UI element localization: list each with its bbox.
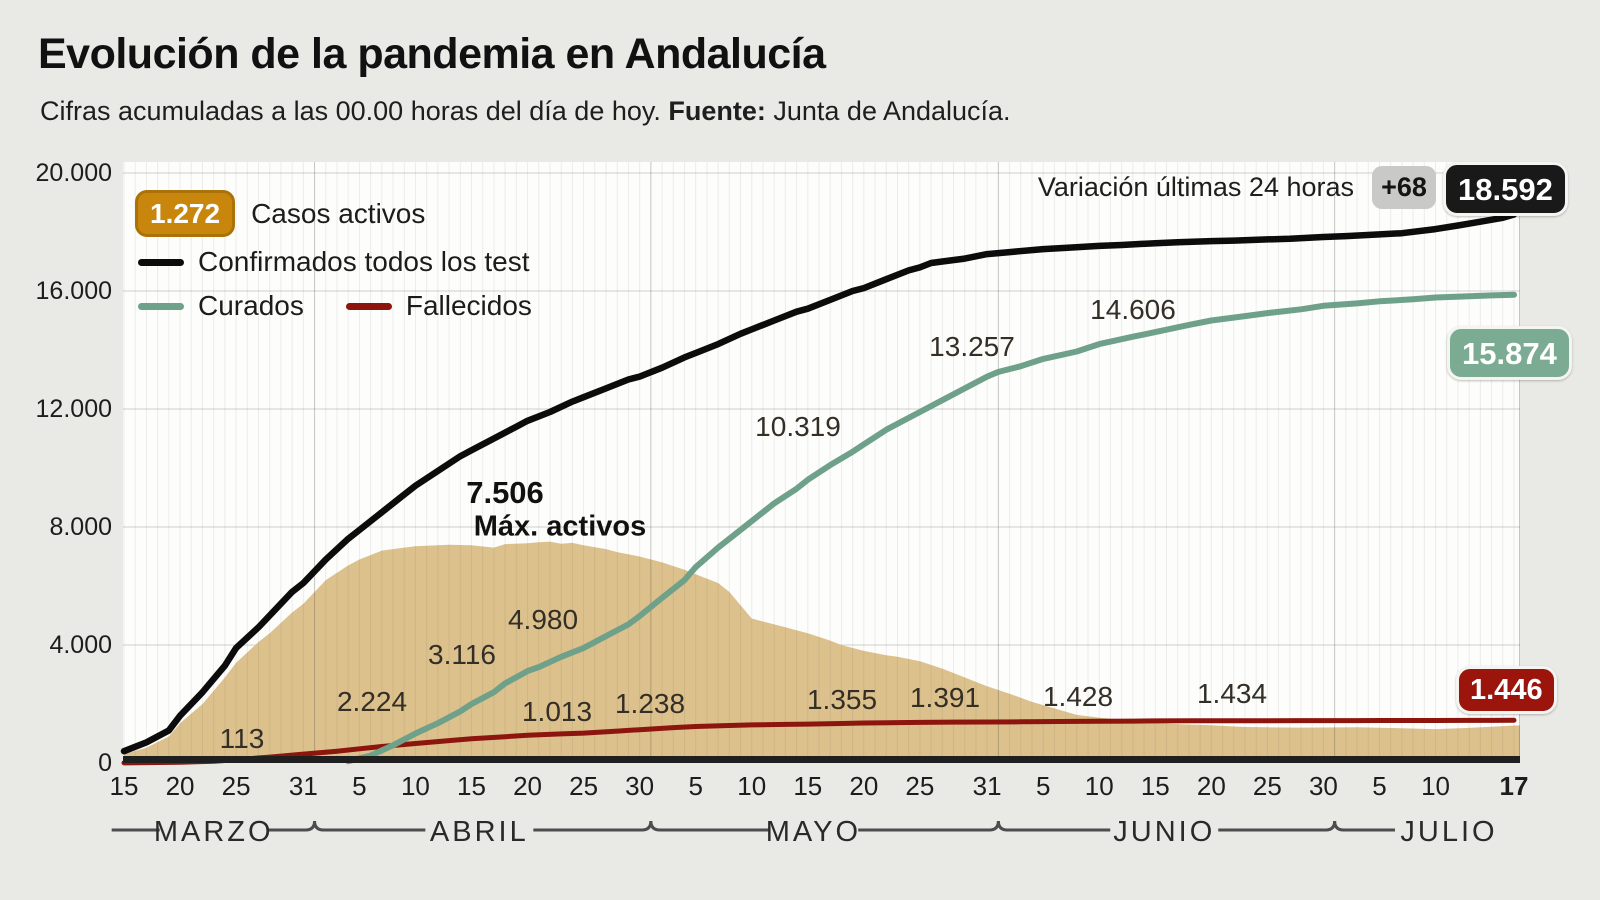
- deaths-line: [121, 717, 1517, 766]
- data-label: 2.224: [336, 686, 408, 717]
- x-tick-label: 15: [109, 771, 139, 801]
- x-tick-label: 30: [1308, 771, 1338, 801]
- legend-confirmed-label: Confirmados todos los test: [198, 246, 530, 277]
- x-tick-label: 25: [905, 771, 935, 801]
- data-label: 10.319: [755, 411, 841, 442]
- data-label: 3.116: [428, 639, 496, 670]
- month-label-julio: JULIO: [1400, 816, 1498, 848]
- x-tick-label: 25: [221, 771, 251, 801]
- month-label-marzo: MARZO: [153, 816, 274, 848]
- month-brace-left: [996, 820, 1111, 832]
- confirmed-total-badge: 18.592: [1443, 162, 1568, 216]
- x-tick-label: 20: [849, 771, 879, 801]
- y-tick-label: 0: [98, 749, 112, 777]
- x-tick-label: 5: [1372, 771, 1387, 801]
- variation-24h-label: Variación últimas 24 horas: [1037, 172, 1354, 202]
- y-tick-label: 20.000: [35, 159, 112, 187]
- data-label: 113: [219, 723, 265, 754]
- month-label-abril: ABRIL: [429, 816, 529, 848]
- x-tick-label: 10: [1421, 771, 1450, 801]
- x-tick-label: 17: [1499, 771, 1529, 801]
- page-subtitle: Cifras acumuladas a las 00.00 horas del …: [40, 96, 1011, 127]
- confirmed-line-swatch: [138, 258, 184, 266]
- x-tick-label: 30: [625, 771, 655, 801]
- x-tick-label: 31: [288, 771, 318, 801]
- x-tick-label: 25: [569, 771, 599, 801]
- subtitle-source-label: Fuente:: [668, 96, 766, 126]
- data-label: 1.428: [1042, 681, 1114, 712]
- data-label: 14.606: [1090, 294, 1176, 325]
- month-brace-right: [533, 820, 653, 832]
- deaths-line-swatch: [345, 302, 392, 310]
- y-tick-label: 16.000: [35, 277, 112, 305]
- data-label: 1.355: [806, 684, 878, 715]
- x-tick-label: 5: [688, 771, 703, 801]
- month-label-mayo: MAYO: [765, 816, 862, 848]
- y-tick-label: 4.000: [49, 631, 112, 659]
- month-brace-left: [313, 820, 426, 832]
- subtitle-source: Junta de Andalucía.: [765, 96, 1011, 126]
- page-title: Evolución de la pandemia en Andalucía: [38, 30, 826, 78]
- data-label: 1.238: [614, 688, 686, 719]
- legend-confirmed-row: Confirmados todos los test: [138, 246, 530, 278]
- data-label: 1.391: [909, 682, 981, 713]
- legend-cured-label: Curados: [198, 290, 304, 321]
- variation-24h-badge: +68: [1372, 166, 1436, 209]
- legend-cured-deaths-row: Curados Fallecidos: [138, 290, 532, 322]
- x-tick-label: 15: [793, 771, 823, 801]
- deaths-total-badge: 1.446: [1456, 666, 1557, 714]
- month-brace-right: [267, 820, 317, 832]
- cured-total-badge: 15.874: [1447, 326, 1572, 380]
- x-tick-label: 10: [1084, 771, 1114, 801]
- x-tick-label: 5: [1035, 771, 1051, 801]
- x-tick-label: 20: [165, 771, 195, 801]
- legend-deaths-label: Fallecidos: [405, 290, 532, 321]
- month-brace-right: [1218, 820, 1337, 832]
- x-tick-label: 15: [457, 771, 486, 801]
- legend-active-label: Casos activos: [251, 197, 426, 229]
- subtitle-text: Cifras acumuladas a las 00.00 horas del …: [40, 96, 669, 126]
- cured-line-swatch: [138, 302, 184, 310]
- x-tick-label: 15: [1140, 771, 1170, 801]
- x-tick-label: 20: [1196, 771, 1226, 801]
- x-tick-label: 25: [1252, 771, 1282, 801]
- y-tick-label: 8.000: [49, 513, 112, 541]
- data-label: 7.506: [466, 475, 544, 510]
- x-tick-label: 31: [972, 771, 1002, 801]
- x-tick-label: 10: [737, 771, 767, 801]
- month-brace-left: [649, 820, 769, 832]
- month-brace-left: [1333, 820, 1395, 832]
- data-label: Máx. activos: [473, 510, 647, 543]
- x-axis-baseline: [123, 756, 1520, 763]
- month-label-junio: JUNIO: [1113, 816, 1216, 848]
- data-label: 4.980: [507, 604, 579, 635]
- confirmed-line: [120, 211, 1518, 755]
- x-tick-label: 20: [513, 771, 543, 801]
- y-tick-label: 12.000: [35, 395, 112, 423]
- month-brace-right: [858, 820, 1000, 832]
- cured-line: [345, 291, 1517, 765]
- active-cases-badge: 1.272: [135, 190, 236, 237]
- x-tick-label: 5: [352, 771, 367, 801]
- data-label: 1.434: [1196, 678, 1268, 709]
- legend-active-row: 1.272 Casos activos: [135, 190, 425, 237]
- x-tick-label: 10: [400, 771, 430, 801]
- data-label: 1.013: [521, 696, 593, 727]
- data-label: 13.257: [929, 331, 1015, 362]
